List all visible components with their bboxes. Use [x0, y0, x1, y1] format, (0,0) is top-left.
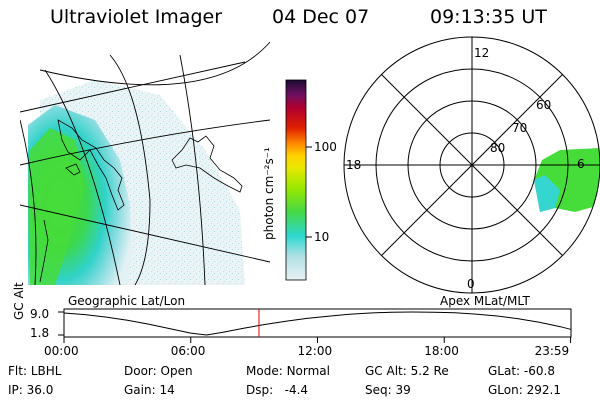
colorbar-tick-label-100: 100 [314, 140, 337, 154]
gcalt-ytick-label-max: 9.0 [30, 307, 50, 321]
observation-time: 09:13:35 UT [430, 6, 547, 28]
gcalt-xtick-label-2: 12:00 [297, 344, 333, 358]
seq-label: Seq: [365, 383, 392, 397]
gcalt-xtick-label-3: 18:00 [424, 344, 459, 358]
mlat-label-70: 70 [512, 121, 528, 135]
gcalt-label: GC Alt: [365, 364, 407, 378]
glat-value: -60.8 [523, 364, 555, 378]
door-value: Open [160, 364, 193, 378]
seq-value: 39 [395, 383, 411, 397]
mlat-label-60: 60 [536, 98, 552, 112]
instrument-title: Ultraviolet Imager [50, 6, 223, 28]
ip-value: 36.0 [26, 383, 54, 397]
gain-value: 14 [159, 383, 175, 397]
colorbar-tick-label-10: 10 [314, 230, 330, 244]
gcalt-xtick-label-4: 23:59 [534, 344, 570, 358]
observation-date: 04 Dec 07 [272, 6, 370, 28]
glon-value: 292.1 [526, 383, 561, 397]
colorbar-gradient [286, 80, 306, 280]
glon-label: GLon: [488, 383, 523, 397]
dsp-value: -4.4 [284, 383, 309, 397]
polar-projection-label: Apex MLat/MLT [440, 294, 530, 308]
mode-label: Mode: [246, 364, 283, 378]
geo-projection-label: Geographic Lat/Lon [68, 294, 186, 308]
mlt-label-6: 6 [577, 157, 585, 171]
glat-label: GLat: [488, 364, 521, 378]
gcalt-axis-label: GC Alt [12, 282, 26, 320]
ip-label: IP: [8, 383, 23, 397]
gcalt-xtick-label-0: 00:00 [44, 344, 79, 358]
mlat-label-80: 80 [490, 141, 506, 155]
gcalt-ytick-label-min: 1.8 [30, 326, 50, 340]
filter-label: Flt: [8, 364, 27, 378]
gcalt-series-line [63, 311, 571, 336]
mlt-label-0: 0 [467, 277, 475, 291]
filter-value: LBHL [30, 364, 62, 378]
mlt-label-12: 12 [474, 46, 490, 60]
gcalt-xtick-label-1: 06:00 [170, 344, 206, 358]
aurora-core [30, 128, 85, 285]
door-label: Door: [124, 364, 157, 378]
gain-label: Gain: [124, 383, 156, 397]
gcalt-value: 5.2 Re [410, 364, 449, 378]
mode-value: Normal [286, 364, 330, 378]
mlt-label-18: 18 [346, 158, 362, 172]
dsp-label: Dsp: [246, 383, 274, 397]
